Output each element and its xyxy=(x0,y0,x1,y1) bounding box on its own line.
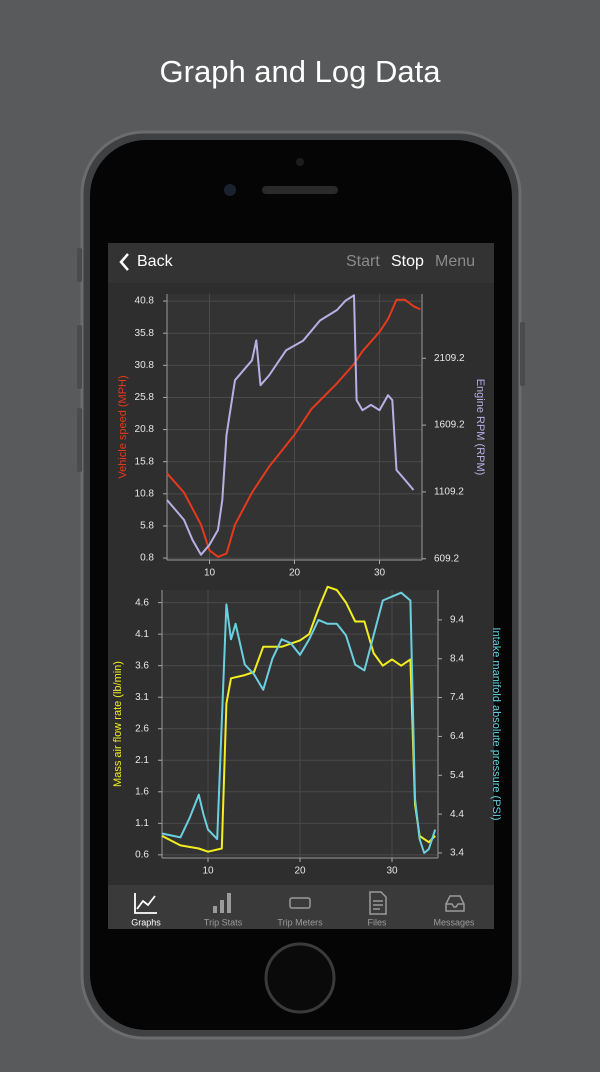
home-button[interactable] xyxy=(264,942,336,1014)
series-line xyxy=(166,294,415,556)
nav-bar xyxy=(108,243,494,283)
y-tick-label: 25.8 xyxy=(135,392,155,403)
y-tick-label: 3.6 xyxy=(135,660,149,671)
stop-button[interactable]: Stop xyxy=(391,253,424,270)
start-button[interactable]: Start xyxy=(346,253,380,270)
y-tick-label: 30.8 xyxy=(135,360,155,371)
y2-tick-label: 1109.2 xyxy=(434,487,464,498)
y-tick-label: 4.1 xyxy=(135,629,149,640)
camera xyxy=(224,184,236,196)
series-line xyxy=(161,585,436,853)
files-icon[interactable] xyxy=(369,891,387,915)
y-tick-label: 40.8 xyxy=(135,296,155,307)
y2-tick-label: 609.2 xyxy=(434,553,459,564)
tab-label[interactable]: Graphs xyxy=(131,917,161,927)
y2-tick-label: 6.4 xyxy=(450,731,464,742)
y-tick-label: 2.6 xyxy=(135,723,149,734)
trip-meters-icon[interactable] xyxy=(289,897,311,909)
x-tick-label: 20 xyxy=(294,866,306,877)
speaker xyxy=(262,186,338,194)
x-tick-label: 20 xyxy=(289,568,301,579)
y2-tick-label: 3.4 xyxy=(450,848,464,859)
x-tick-label: 30 xyxy=(374,568,386,579)
x-tick-label: 10 xyxy=(204,568,216,579)
y2-axis-label: Intake manifold absolute pressure (PSI) xyxy=(490,627,502,820)
sensor xyxy=(296,158,304,166)
back-chevron[interactable] xyxy=(119,253,129,271)
chart: 10 20 30 0.6 1.1 1.6 2.1 2.6 3.1 3.6 4.1 4.6 3.4 4.4 5… xyxy=(112,585,502,877)
y-tick-label: 10.8 xyxy=(135,488,155,499)
y2-tick-label: 2109.2 xyxy=(434,353,465,364)
tab-label[interactable]: Trip Meters xyxy=(277,917,323,927)
chart: 10 20 30 0.8 5.8 10.8 15.8 20.8 25.8 30.8 35.8 40.8… xyxy=(117,294,486,579)
y-tick-label: 3.1 xyxy=(135,692,149,703)
y2-tick-label: 1609.2 xyxy=(434,420,465,431)
y2-tick-label: 7.4 xyxy=(450,692,464,703)
side-button xyxy=(520,322,525,386)
y-tick-label: 0.6 xyxy=(135,849,149,860)
back-button[interactable]: Back xyxy=(137,253,174,270)
side-button xyxy=(77,325,82,389)
y-tick-label: 1.1 xyxy=(135,818,149,829)
charts: 10 20 30 0.8 5.8 10.8 15.8 20.8 25.8 30.8 35.8 40.8… xyxy=(112,294,502,877)
tab-labels: Graphs Trip Stats Trip Meters Files Messages xyxy=(131,917,475,927)
side-button xyxy=(77,408,82,472)
side-button xyxy=(77,248,82,282)
trip-stats-icon[interactable] xyxy=(213,893,231,913)
series-line xyxy=(161,591,437,854)
y-tick-label: 0.8 xyxy=(140,553,154,564)
tab-label[interactable]: Trip Stats xyxy=(204,917,243,927)
x-tick-label: 30 xyxy=(386,866,398,877)
menu-button[interactable]: Menu xyxy=(435,253,475,270)
y-tick-label: 5.8 xyxy=(140,521,154,532)
y-tick-label: 4.6 xyxy=(135,597,149,608)
graphs-icon[interactable] xyxy=(134,893,157,914)
y-tick-label: 20.8 xyxy=(135,424,155,435)
y2-tick-label: 4.4 xyxy=(450,809,464,820)
y2-axis-label: Engine RPM (RPM) xyxy=(474,379,486,476)
messages-icon[interactable] xyxy=(445,895,465,912)
tab-label[interactable]: Messages xyxy=(433,917,475,927)
series-line xyxy=(166,298,421,558)
tab-label[interactable]: Files xyxy=(367,917,387,927)
x-tick-label: 10 xyxy=(202,866,214,877)
y-tick-label: 1.6 xyxy=(135,786,149,797)
y-tick-label: 35.8 xyxy=(135,328,155,339)
y2-tick-label: 9.4 xyxy=(450,615,464,626)
y-tick-label: 2.1 xyxy=(135,755,149,766)
tab-bar xyxy=(108,885,494,929)
y2-tick-label: 5.4 xyxy=(450,770,464,781)
y-tick-label: 15.8 xyxy=(135,456,155,467)
page-title: Graph and Log Data xyxy=(160,54,442,89)
y-axis-label: Vehicle speed (MPH) xyxy=(117,375,129,478)
y-axis-label: Mass air flow rate (lb/min) xyxy=(112,661,124,787)
y2-tick-label: 8.4 xyxy=(450,653,464,664)
